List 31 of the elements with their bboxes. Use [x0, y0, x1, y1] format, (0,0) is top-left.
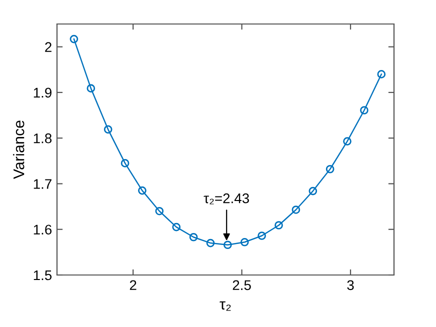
- y-tick-label: 2: [45, 42, 52, 52]
- point: [224, 240, 232, 250]
- point: [258, 232, 266, 240]
- point: [308, 186, 318, 196]
- y-axis-title: Variance: [13, 120, 24, 180]
- point: [120, 159, 130, 168]
- point: [343, 137, 352, 146]
- point: [292, 206, 300, 214]
- y-tick-label: 1.7: [34, 179, 52, 189]
- point: [172, 222, 181, 232]
- x-tick-label: 3: [347, 280, 354, 290]
- y-tick-label: 1.6: [34, 224, 52, 235]
- point: [360, 106, 368, 114]
- x-tick-label: 2: [130, 280, 136, 290]
- point: [189, 232, 198, 242]
- point: [377, 70, 386, 78]
- point: [326, 164, 334, 174]
- x-axis-title: τ₂: [220, 301, 231, 311]
- point: [274, 221, 283, 230]
- point: [240, 238, 249, 246]
- y-tick-label: 1.5: [34, 270, 52, 280]
- x-tick-label: 2.5: [232, 280, 251, 290]
- point: [138, 186, 146, 195]
- y-tick-label: 1.8: [34, 133, 52, 144]
- point: [155, 206, 164, 216]
- point: [70, 34, 78, 44]
- annotation: τ₂=2.43: [204, 193, 249, 204]
- y-tick-label: 1.9: [34, 88, 52, 98]
- point: [206, 238, 215, 248]
- point: [104, 125, 112, 134]
- point: [86, 84, 96, 93]
